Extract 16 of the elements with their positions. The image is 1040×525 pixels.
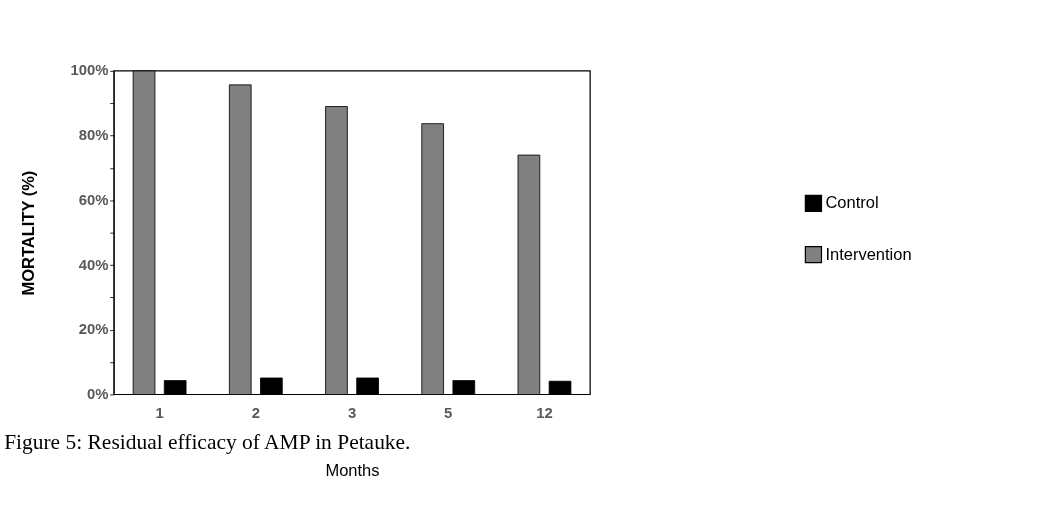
y-axis-title: MORTALITY (%) [19,170,38,296]
legend-label: Control [825,193,879,212]
y-tick-label: 60% [78,191,109,208]
x-axis-title: Months [325,460,380,479]
y-tick-label: 0% [87,386,109,403]
y-tick-label: 80% [78,127,109,144]
x-tick-label: 1 [155,405,164,422]
x-tick-label: 5 [444,405,453,422]
legend-label: Intervention [825,244,912,263]
x-tick-label: 3 [347,405,357,422]
y-tick-label: 100% [70,62,109,79]
caption: Figure 5: Residual efficacy of AMP in Petauke. [4,429,411,454]
x-tick-label: 2 [251,405,260,422]
x-tick-label: 12 [536,405,553,422]
y-tick-label: 20% [78,321,109,338]
y-tick-label: 40% [78,256,109,273]
